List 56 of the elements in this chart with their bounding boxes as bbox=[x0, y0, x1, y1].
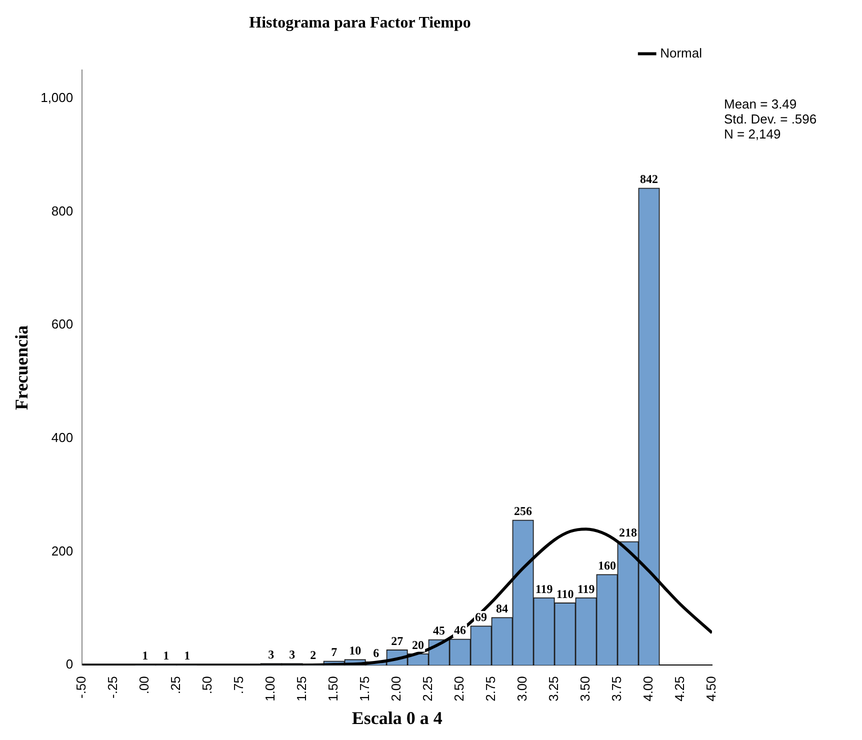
data-label: 119 bbox=[577, 582, 595, 596]
x-tick-label: 4.00 bbox=[640, 676, 656, 702]
y-tick-label: 0 bbox=[66, 656, 74, 672]
data-label: 3 bbox=[289, 647, 296, 662]
y-tick-label: 1,000 bbox=[40, 90, 74, 106]
data-label: 2 bbox=[310, 648, 316, 662]
x-tick-label: 3.75 bbox=[609, 676, 624, 702]
x-tick-label: 1.25 bbox=[294, 676, 310, 702]
legend-label: Normal bbox=[660, 45, 702, 60]
x-tick-label: 1.50 bbox=[326, 676, 341, 702]
x-tick-label: 3.25 bbox=[546, 676, 562, 702]
x-tick-label: 2.50 bbox=[452, 676, 467, 702]
data-label: 69 bbox=[475, 610, 488, 624]
x-tick-label: .25 bbox=[168, 676, 184, 694]
data-label: 84 bbox=[496, 602, 508, 616]
data-label: 7 bbox=[331, 645, 338, 660]
x-axis-title: Escala 0 a 4 bbox=[352, 708, 442, 728]
x-tick-label: -.25 bbox=[105, 676, 120, 699]
data-label: 46 bbox=[454, 623, 466, 638]
data-label: 160 bbox=[598, 558, 616, 573]
data-label: 27 bbox=[391, 634, 404, 648]
y-tick-label: 400 bbox=[51, 430, 74, 446]
data-label: 6 bbox=[373, 646, 380, 660]
y-tick-label: 200 bbox=[51, 543, 74, 558]
data-label: 110 bbox=[556, 586, 574, 601]
data-label: 20 bbox=[412, 638, 424, 652]
data-label: 842 bbox=[640, 172, 658, 186]
data-label: 119 bbox=[535, 582, 553, 596]
chart-title: Histograma para Factor Tiempo bbox=[249, 14, 471, 32]
data-label: 45 bbox=[433, 624, 446, 638]
x-tick-label: 2.25 bbox=[420, 676, 436, 702]
x-tick-label: 3.50 bbox=[578, 676, 593, 702]
x-tick-label: 4.50 bbox=[704, 676, 719, 702]
data-label: 218 bbox=[619, 526, 638, 540]
x-tick-label: 2.75 bbox=[483, 676, 498, 702]
x-tick-label: 3.00 bbox=[514, 676, 530, 702]
text: Mean = 3.49 bbox=[724, 96, 797, 112]
data-label: 3 bbox=[268, 647, 274, 662]
x-tick-label: 1.00 bbox=[262, 676, 278, 702]
data-label: 256 bbox=[514, 504, 532, 518]
y-axis-title: Frecuencia bbox=[11, 325, 32, 410]
x-tick-label: .50 bbox=[200, 676, 215, 694]
x-tick-label: .75 bbox=[231, 676, 246, 694]
x-tick-label: -.50 bbox=[74, 676, 89, 699]
x-tick-label: .00 bbox=[136, 676, 152, 694]
y-tick-label: 600 bbox=[51, 316, 74, 332]
text: Std. Dev. = .596 bbox=[724, 111, 817, 126]
x-tick-label: 2.00 bbox=[388, 676, 404, 702]
data-label: 1 bbox=[142, 648, 148, 663]
x-tick-label: 4.25 bbox=[672, 676, 688, 702]
x-tick-label: 1.75 bbox=[357, 676, 372, 702]
data-label: 10 bbox=[349, 644, 362, 658]
data-label: 1 bbox=[184, 648, 190, 663]
text: N = 2,149 bbox=[724, 126, 781, 142]
data-label: 1 bbox=[163, 648, 170, 663]
y-tick-label: 800 bbox=[51, 203, 74, 218]
